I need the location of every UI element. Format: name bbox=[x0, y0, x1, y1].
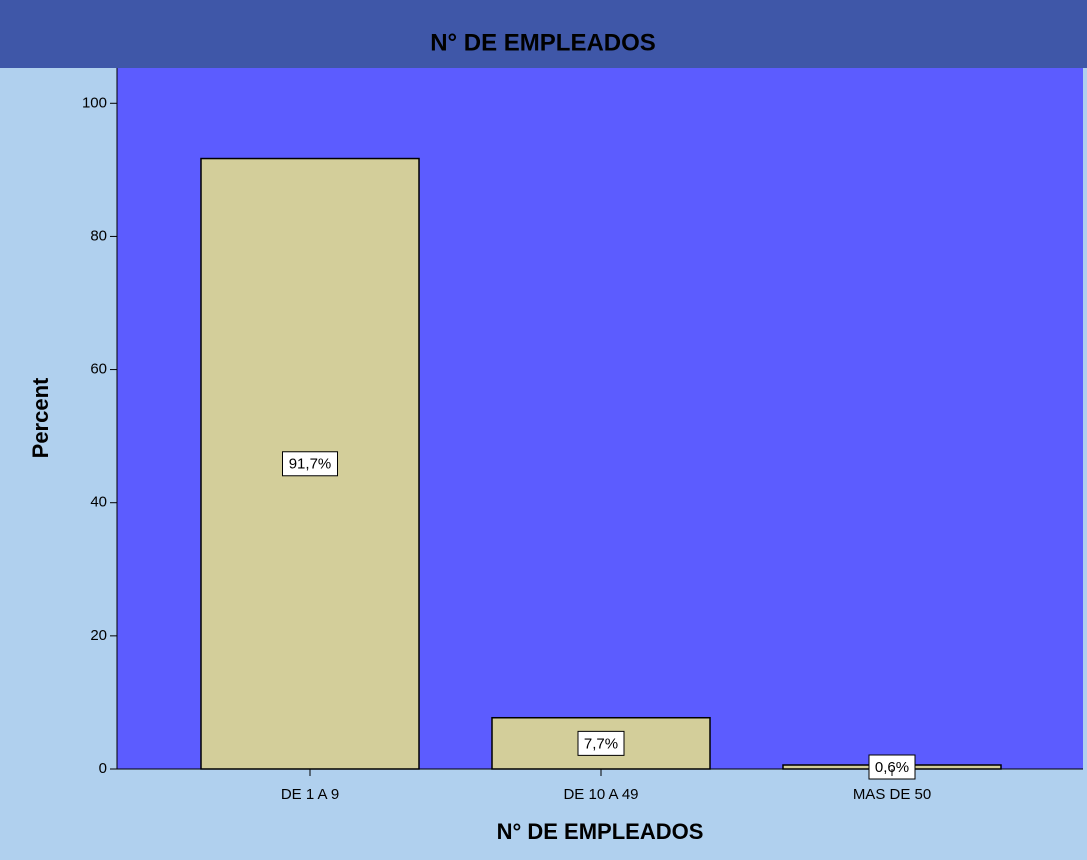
y-tick-label: 60 bbox=[90, 361, 107, 378]
value-label: 0,6% bbox=[875, 759, 909, 776]
value-label: 7,7% bbox=[584, 735, 618, 752]
title-bar bbox=[0, 0, 1087, 68]
x-axis-label: N° DE EMPLEADOS bbox=[497, 819, 704, 844]
y-tick-label: 80 bbox=[90, 227, 107, 244]
y-tick-label: 100 bbox=[82, 94, 107, 111]
value-label: 91,7% bbox=[289, 456, 332, 473]
y-tick-label: 0 bbox=[99, 760, 107, 777]
value-label-box bbox=[282, 451, 338, 477]
y-axis-label: Percent bbox=[28, 377, 53, 458]
chart-title: N° DE EMPLEADOS bbox=[430, 29, 656, 56]
value-label-box bbox=[577, 730, 625, 756]
x-tick-label: MAS DE 50 bbox=[853, 786, 931, 803]
y-tick-label: 40 bbox=[90, 494, 107, 511]
y-tick-label: 20 bbox=[90, 627, 107, 644]
x-tick-label: DE 1 A 9 bbox=[281, 786, 339, 803]
x-tick-label: DE 10 A 49 bbox=[563, 786, 638, 803]
